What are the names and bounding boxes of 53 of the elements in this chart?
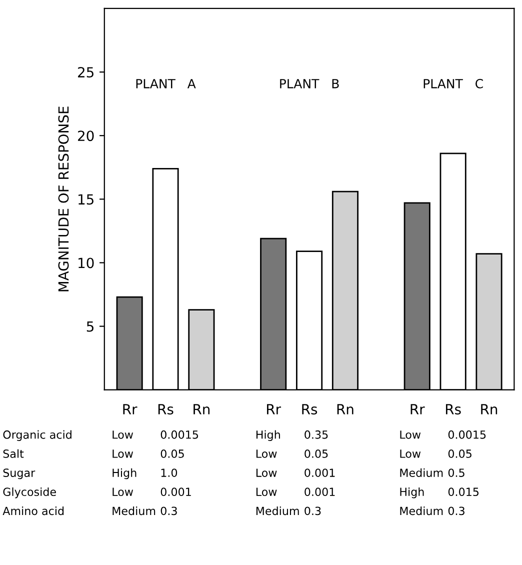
text: 0.015 (448, 488, 479, 496)
text: High (400, 487, 424, 498)
text: Low (400, 450, 421, 458)
text: Low (256, 450, 277, 458)
annotation: PLANT A (136, 79, 196, 88)
y-axis-title: MAGNITUDE OF RESPONSE (58, 106, 69, 292)
text: Low (256, 468, 277, 477)
x-tick-label: Rr (123, 404, 138, 414)
text: 0.001 (160, 488, 191, 496)
y-tick-label: 5 (86, 321, 94, 332)
text: Glycoside (3, 487, 56, 498)
text: Low (112, 488, 134, 496)
x-tick-label: Rs (302, 404, 318, 414)
text: 0.3 (304, 506, 321, 516)
text: Low (112, 450, 134, 458)
text: Medium (256, 506, 299, 516)
text: 0.001 (304, 488, 335, 496)
text: Low (400, 430, 421, 439)
text: 0.35 (304, 430, 328, 439)
text: 0.05 (160, 450, 184, 458)
text: 0.001 (304, 468, 335, 477)
x-tick-label: Rn (194, 404, 210, 414)
y-tick-label: 20 (78, 130, 94, 142)
x-tick-label: Rn (481, 404, 498, 414)
annotation: PLANT C (424, 78, 483, 88)
y-tick-label: 25 (78, 67, 94, 78)
text: 0.3 (448, 506, 464, 516)
text: 0.05 (448, 450, 472, 458)
text: 0.05 (304, 450, 328, 458)
text: Medium (112, 506, 156, 516)
x-tick-label: Rn (337, 404, 354, 414)
text: Sugar (3, 468, 36, 480)
text: Medium (400, 468, 443, 477)
text: 1.0 (161, 468, 178, 477)
text: Low (256, 488, 277, 496)
text: Medium (400, 506, 443, 516)
text: High (256, 430, 280, 441)
x-tick-label: Rs (158, 404, 174, 414)
x-tick-label: Rr (410, 404, 425, 414)
y-tick-label: 10 (78, 258, 94, 268)
text: High (112, 468, 136, 480)
text: Amino acid (2, 506, 64, 516)
y-tick-label: 15 (78, 194, 94, 205)
annotation: PLANT B (280, 79, 339, 88)
x-tick-label: Rs (446, 404, 461, 414)
text: Organic acid (3, 430, 72, 441)
x-tick-label: Rr (267, 404, 282, 414)
text: 0.0015 (448, 430, 486, 439)
text: 0.3 (160, 506, 177, 516)
text: 0.0015 (160, 430, 198, 439)
text: Salt (3, 449, 24, 458)
text: 0.5 (448, 468, 464, 477)
text: Low (112, 430, 134, 439)
